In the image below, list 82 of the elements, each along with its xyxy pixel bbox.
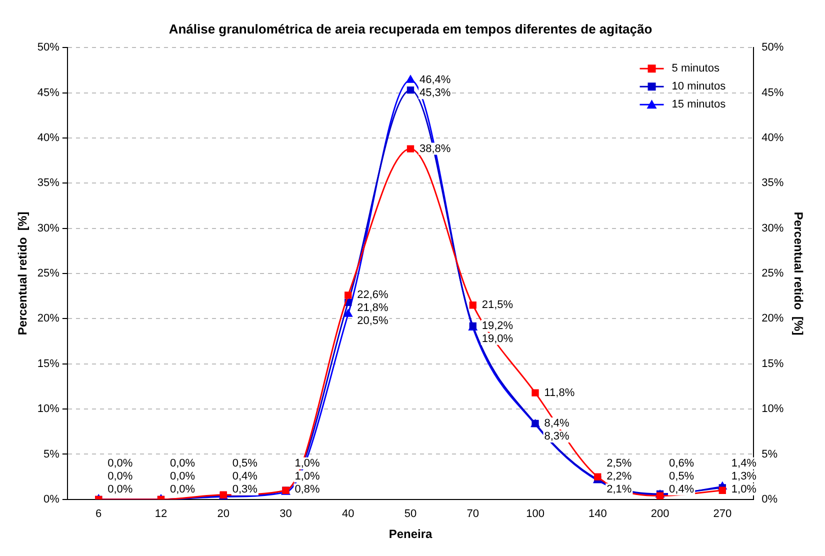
y2-tick-label: 15% <box>762 358 784 370</box>
y2-tick-label: 45% <box>762 86 784 99</box>
data-label: 8,3% <box>544 430 570 443</box>
y-tick-label: 50% <box>37 42 60 54</box>
legend-label: 5 minutos <box>672 62 720 75</box>
data-label: 11,8% <box>544 386 575 399</box>
data-label: 46,4% <box>420 74 451 86</box>
x-tick-label: 200 <box>650 508 670 520</box>
data-label: 21,8% <box>357 302 389 314</box>
y-tick-label: 40% <box>37 132 60 144</box>
data-label: 20,5% <box>357 315 389 328</box>
chart-title: Análise granulométrica de areia recuperada em tempos diferentes de agitação <box>168 21 652 36</box>
y-tick-label: 20% <box>37 312 60 325</box>
data-label: 45,3% <box>420 87 451 100</box>
y-tick-label: 25% <box>37 268 60 280</box>
data-label: 22,6% <box>357 289 389 302</box>
y-tick-label: 30% <box>37 222 60 234</box>
data-label: 0,0% <box>170 457 196 470</box>
x-tick-label: 70 <box>466 508 480 520</box>
y2-axis-title: Percentual retido [%] <box>791 212 806 336</box>
y-axis-title: Percentual retido [%] <box>16 212 30 336</box>
x-tick-label: 100 <box>526 508 544 520</box>
y-tick-label: 0% <box>44 493 60 506</box>
data-label: 0,0% <box>170 470 196 482</box>
y-tick-label: 15% <box>37 358 60 370</box>
data-label: 2,1% <box>606 483 632 496</box>
point <box>406 145 414 152</box>
y-tick-label: 45% <box>37 86 60 99</box>
point <box>406 75 415 83</box>
x-tick-label: 270 <box>713 508 732 520</box>
data-label: 0,5% <box>669 470 694 482</box>
y2-tick-label: 5% <box>762 448 778 460</box>
data-label: 21,5% <box>482 299 514 312</box>
point <box>718 486 726 494</box>
point <box>532 389 539 396</box>
y2-tick-label: 40% <box>762 132 784 144</box>
data-label: 0,8% <box>294 483 320 496</box>
y2-tick-label: 50% <box>762 42 784 54</box>
data-label: 0,0% <box>108 457 133 470</box>
point <box>406 86 414 94</box>
data-label: 1,3% <box>731 470 757 482</box>
x-tick-label: 12 <box>154 508 168 520</box>
data-label: 1,0% <box>731 483 757 496</box>
data-label: 1,4% <box>731 457 757 470</box>
x-tick-label: 30 <box>280 508 292 520</box>
data-label: 2,2% <box>606 470 632 482</box>
data-label: 1,0% <box>294 457 320 470</box>
data-label: 38,8% <box>420 142 451 155</box>
x-tick-label: 40 <box>342 508 354 520</box>
point <box>344 309 352 317</box>
data-label: 0,0% <box>108 470 133 482</box>
data-label: 2,5% <box>606 457 632 470</box>
data-label: 0,6% <box>669 457 694 470</box>
x-axis-title: Peneira <box>388 527 433 542</box>
x-tick-label: 50 <box>404 508 417 520</box>
y2-tick-label: 35% <box>762 177 784 190</box>
y2-tick-label: 30% <box>762 222 784 234</box>
y-tick-label: 10% <box>37 403 60 416</box>
y2-tick-label: 25% <box>762 268 784 280</box>
point <box>469 302 476 309</box>
legend-label: 15 minutos <box>672 98 726 111</box>
x-tick-label: 20 <box>217 508 230 520</box>
data-label: 0,3% <box>232 483 258 496</box>
point <box>344 292 352 299</box>
data-label: 0,4% <box>669 483 694 496</box>
point <box>594 473 602 480</box>
data-label: 0,0% <box>108 483 133 496</box>
y-tick-label: 5% <box>44 448 60 460</box>
data-label: 19,2% <box>482 320 514 332</box>
x-tick-label: 140 <box>588 508 607 520</box>
data-label: 0,5% <box>232 457 258 470</box>
data-label: 19,0% <box>482 332 514 345</box>
y2-tick-label: 10% <box>762 403 784 416</box>
data-label: 8,4% <box>544 418 570 430</box>
y2-tick-label: 0% <box>762 493 778 506</box>
y-tick-label: 35% <box>37 177 60 190</box>
data-label: 0,0% <box>170 483 196 496</box>
data-label: 1,0% <box>294 470 320 482</box>
y2-tick-label: 20% <box>762 312 784 325</box>
x-tick-label: 6 <box>96 508 102 520</box>
legend-label: 10 minutos <box>672 80 726 93</box>
data-label: 0,4% <box>232 470 258 482</box>
